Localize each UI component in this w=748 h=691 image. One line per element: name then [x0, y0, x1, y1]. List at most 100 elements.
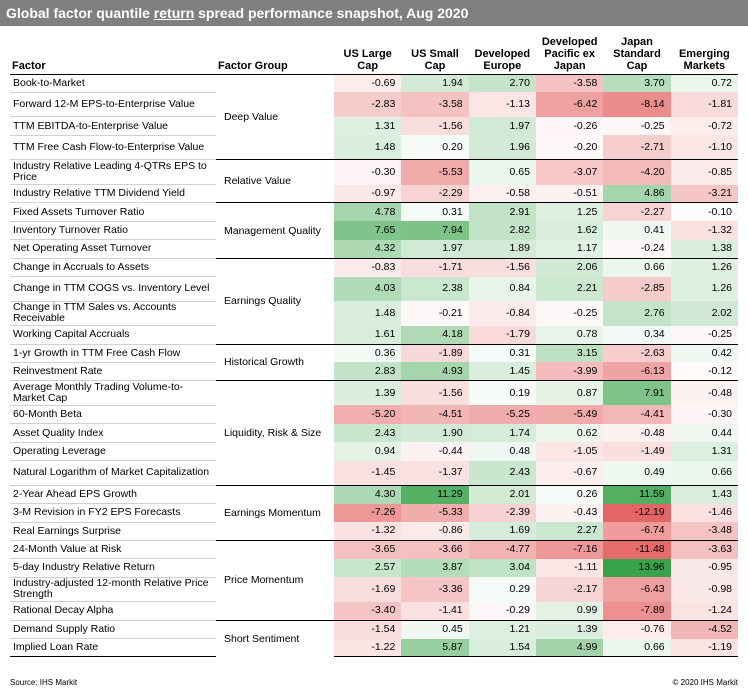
value-cell: -1.32 [334, 522, 402, 541]
value-cell: 0.19 [468, 380, 536, 406]
value-cell: 0.45 [401, 619, 469, 639]
value-cell: 0.66 [603, 638, 671, 658]
factor-name: Industry-adjusted 12-month Relative Pric… [10, 577, 216, 603]
table-row: 5-day Industry Relative Return 2.57 3.87 3.… [10, 558, 738, 578]
value-cell: -3.58 [535, 74, 604, 93]
value-cell: -1.45 [334, 460, 402, 486]
value-cell: -0.69 [334, 74, 402, 93]
value-cell: -5.33 [401, 503, 469, 523]
title-prefix: Global factor quantile [6, 5, 154, 21]
value-cell: 3.15 [535, 343, 604, 363]
value-cell: 2.27 [535, 522, 604, 541]
value-cell: 7.94 [401, 221, 469, 240]
value-cell: 1.69 [468, 522, 536, 541]
value-cell: 0.94 [334, 442, 402, 461]
factor-name: 1-yr Growth in TTM Free Cash Flow [10, 343, 216, 363]
factor-name: Net Operating Asset Turnover [10, 239, 216, 259]
value-cell: -4.20 [603, 159, 671, 185]
value-cell: -0.76 [603, 619, 671, 639]
value-cell: 1.97 [401, 239, 469, 259]
value-cell: -3.48 [670, 522, 738, 541]
value-cell: -2.29 [401, 184, 469, 203]
table-row: 1-yr Growth in TTM Free Cash Flow Histori… [10, 343, 738, 381]
value-cell: 0.31 [468, 343, 536, 363]
value-cell: -7.89 [603, 601, 671, 621]
value-cell: 3.87 [401, 558, 469, 578]
value-cell: -1.13 [468, 92, 536, 117]
table-row: 24-Month Value at Risk Price Momentum -3.6… [10, 539, 738, 621]
factor-name: Working Capital Accruals [10, 325, 216, 345]
value-cell: -0.20 [535, 135, 604, 160]
factor-name: Average Monthly Trading Volume-to-Market… [10, 380, 216, 406]
value-cell: 0.29 [468, 577, 536, 602]
value-cell: -8.14 [603, 92, 671, 117]
value-cell: 0.84 [468, 276, 536, 302]
header-factor: Factor [10, 28, 216, 75]
factor-name: Inventory Turnover Ratio [10, 221, 216, 241]
table-row: Change in TTM COGS vs. Inventory Level 4.… [10, 276, 738, 302]
header-developed-europe: Developed Europe [468, 28, 536, 75]
value-cell: 2.02 [670, 301, 738, 326]
value-cell: -0.12 [670, 362, 738, 381]
table-row: Fixed Assets Turnover Ratio Management Qu… [10, 202, 738, 259]
header-japan-standard-cap: Japan Standard Cap [603, 28, 671, 75]
report-title: Global factor quantile return spread per… [0, 0, 748, 26]
value-cell: 0.72 [670, 74, 738, 93]
value-cell: 0.20 [401, 135, 469, 160]
header-us-large-cap: US Large Cap [334, 28, 402, 75]
value-cell: -2.17 [535, 577, 604, 602]
value-cell: -2.27 [603, 202, 671, 222]
factor-name: Industry Relative Leading 4-QTRs EPS to … [10, 159, 216, 186]
factor-name: Operating Leverage [10, 442, 216, 462]
value-cell: -5.49 [535, 405, 604, 424]
value-cell: 1.48 [334, 301, 402, 326]
value-cell: -2.71 [603, 135, 671, 160]
value-cell: -0.26 [535, 116, 604, 136]
table-row: TTM Free Cash Flow-to-Enterprise Value 1.… [10, 135, 738, 161]
value-cell: -1.71 [401, 257, 469, 277]
factor-name: Rational Decay Alpha [10, 601, 216, 621]
value-cell: -3.65 [334, 539, 402, 559]
value-cell: 4.99 [535, 638, 604, 658]
table-row: Industry-adjusted 12-month Relative Pric… [10, 577, 738, 603]
value-cell: -1.49 [603, 442, 671, 461]
value-cell: 0.99 [535, 601, 604, 621]
value-cell: 2.38 [401, 276, 469, 302]
value-cell: -3.36 [401, 577, 469, 602]
value-cell: 2.70 [468, 74, 536, 93]
value-cell: 1.31 [670, 442, 738, 461]
table-row: Change in Accruals to Assets Earnings Qua… [10, 257, 738, 345]
header-factor-group: Factor Group [216, 28, 334, 75]
table-row: Inventory Turnover Ratio 7.65 7.94 2.82 1.62… [10, 221, 738, 241]
header-row: Factor Factor Group US Large Cap US Smal… [10, 28, 738, 75]
value-cell: -1.89 [401, 343, 469, 363]
value-cell: -6.74 [603, 522, 671, 541]
factor-name: 24-Month Value at Risk [10, 539, 216, 560]
factor-group: Deep Value [224, 110, 279, 123]
value-cell: -0.10 [670, 202, 738, 222]
value-cell: 4.93 [401, 362, 469, 381]
value-cell: 1.62 [535, 221, 604, 240]
value-cell: -1.56 [401, 380, 469, 406]
value-cell: 1.74 [468, 423, 536, 443]
value-cell: 11.59 [603, 484, 671, 504]
value-cell: -0.44 [401, 442, 469, 461]
table-row: Industry Relative TTM Dividend Yield -0.9… [10, 184, 738, 204]
factor-group: Historical Growth [216, 343, 334, 381]
factor-name: Change in TTM COGS vs. Inventory Level [10, 276, 216, 302]
value-cell: -2.39 [468, 503, 536, 523]
value-cell: 0.62 [535, 423, 604, 443]
value-cell: -4.52 [670, 619, 738, 639]
value-cell: -1.56 [401, 116, 469, 136]
factor-name: Demand Supply Ratio [10, 619, 216, 640]
value-cell: -0.25 [670, 325, 738, 345]
factor-name: Change in Accruals to Assets [10, 257, 216, 278]
value-cell: -0.97 [334, 184, 402, 203]
table-row: Real Earnings Surprise -1.32 -0.86 1.69 2.27… [10, 522, 738, 541]
table-row: Forward 12-M EPS-to-Enterprise Value -2.8… [10, 92, 738, 118]
value-cell: -0.95 [670, 558, 738, 578]
value-cell: 2.43 [334, 423, 402, 443]
table-row: 2-Year Ahead EPS Growth Earnings Momentum… [10, 484, 738, 541]
value-cell: -0.85 [670, 159, 738, 185]
value-cell: 1.38 [670, 239, 738, 259]
